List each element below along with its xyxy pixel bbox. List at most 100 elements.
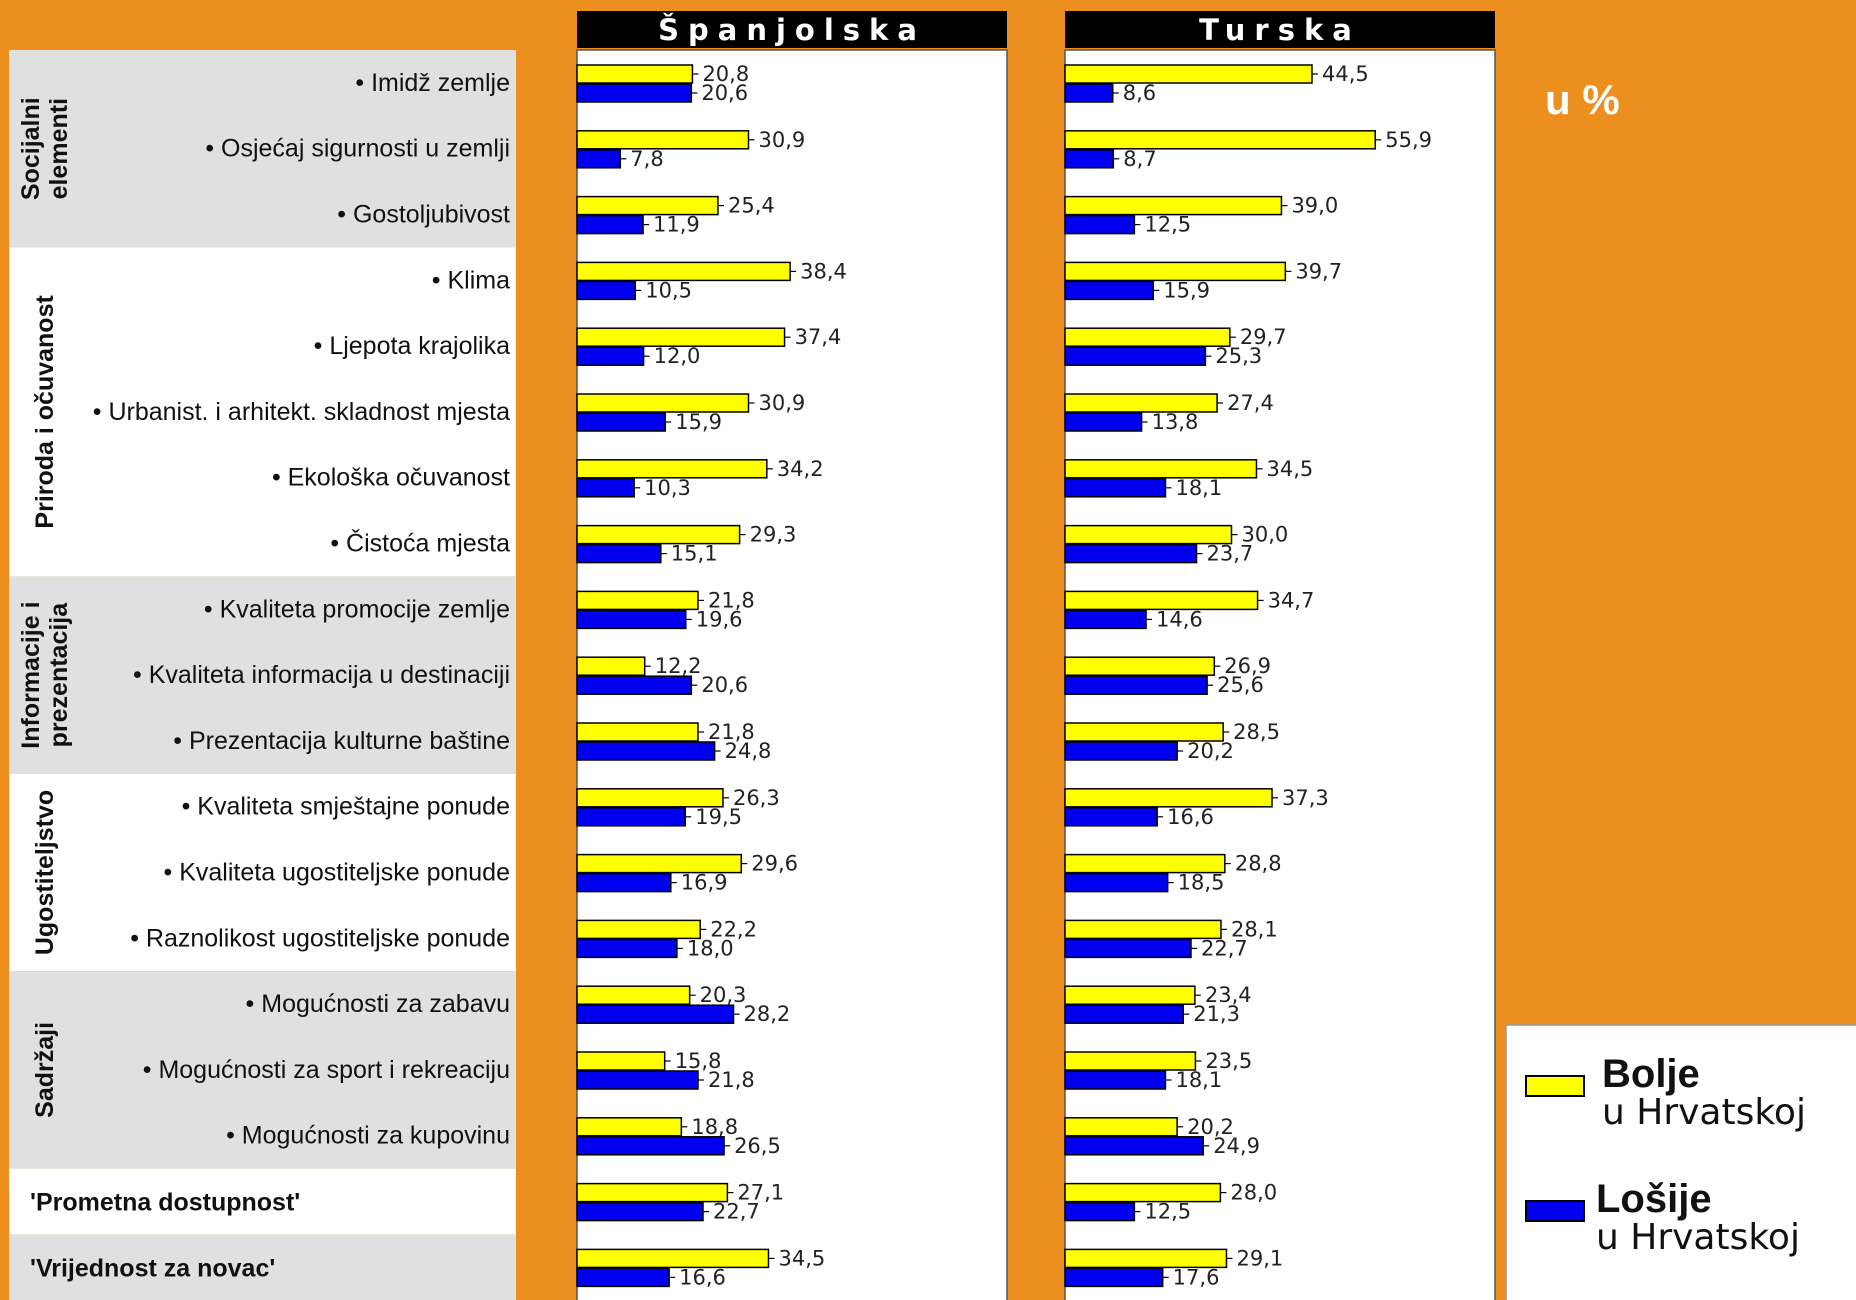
bar-bolje bbox=[576, 985, 691, 1005]
value-label: 29,3 bbox=[750, 523, 797, 547]
bar-bolje bbox=[1064, 459, 1258, 479]
category-label: • Mogućnosti za sport i rekreaciju bbox=[143, 1056, 510, 1084]
panel-title: Španjolska bbox=[658, 13, 926, 47]
panel-title-bar bbox=[1065, 11, 1495, 48]
bar-losije bbox=[1064, 83, 1114, 103]
bar-bolje bbox=[576, 656, 646, 676]
value-label: 37,4 bbox=[795, 325, 842, 349]
bar-losije bbox=[576, 543, 662, 564]
bar-losije bbox=[576, 1136, 725, 1156]
value-label: 19,5 bbox=[695, 805, 742, 829]
bar-losije bbox=[576, 807, 686, 827]
legend-label-strong: Lošije bbox=[1596, 1177, 1712, 1221]
bar-losije bbox=[1064, 214, 1136, 235]
bar-losije bbox=[576, 609, 687, 630]
value-label: 44,5 bbox=[1322, 62, 1369, 86]
bar-bolje bbox=[1064, 64, 1313, 84]
value-label: 37,3 bbox=[1282, 786, 1329, 810]
bar-losije bbox=[1064, 412, 1143, 432]
group-band bbox=[9, 247, 516, 577]
value-label: 38,4 bbox=[800, 259, 847, 283]
bar-bolje bbox=[1064, 1117, 1178, 1137]
bar-losije bbox=[576, 280, 637, 301]
legend-box bbox=[1505, 1024, 1856, 1300]
bar-bolje bbox=[1064, 656, 1216, 676]
value-label: 29,6 bbox=[751, 852, 798, 876]
standalone-label: 'Vrijednost za novac' bbox=[30, 1254, 275, 1282]
category-label: • Čistoća mjesta bbox=[330, 529, 510, 558]
bar-bolje bbox=[1064, 985, 1196, 1005]
bar-losije bbox=[1064, 478, 1167, 498]
bar-losije bbox=[1064, 1201, 1136, 1222]
bar-losije bbox=[576, 1004, 735, 1024]
standalone-label: 'Prometna dostupnost' bbox=[30, 1189, 300, 1217]
category-label: • Osjećaj sigurnosti u zemlji bbox=[205, 135, 510, 163]
value-label: 13,8 bbox=[1152, 410, 1199, 434]
bar-bolje bbox=[576, 64, 694, 84]
value-label: 22,2 bbox=[710, 917, 757, 941]
value-label: 21,8 bbox=[708, 720, 755, 744]
bar-losije bbox=[576, 1070, 699, 1090]
bar-losije bbox=[1064, 872, 1169, 893]
value-label: 34,5 bbox=[1266, 457, 1313, 481]
value-label: 12,2 bbox=[655, 654, 702, 678]
value-label: 20,6 bbox=[701, 81, 748, 105]
panel-plot-area bbox=[576, 49, 1008, 1300]
bar-losije bbox=[576, 149, 622, 169]
legend-swatch-bolje bbox=[1525, 1075, 1585, 1097]
value-label: 25,4 bbox=[728, 194, 775, 218]
category-label: • Kvaliteta promocije zemlje bbox=[204, 595, 510, 623]
bar-losije bbox=[1064, 1004, 1184, 1024]
category-label-panel: Socijalnielementi Priroda i očuvanost Info… bbox=[9, 50, 516, 1300]
value-label: 34,2 bbox=[777, 457, 824, 481]
bar-losije bbox=[1064, 280, 1154, 301]
value-label: 17,6 bbox=[1173, 1265, 1220, 1289]
bar-losije bbox=[576, 83, 693, 103]
value-label: 39,7 bbox=[1295, 259, 1342, 283]
category-label: • Mogućnosti za zabavu bbox=[246, 990, 510, 1018]
value-label: 28,2 bbox=[744, 1002, 791, 1026]
value-label: 8,7 bbox=[1123, 147, 1156, 171]
value-label: 16,6 bbox=[679, 1265, 726, 1289]
group-band bbox=[9, 50, 516, 248]
value-label: 30,0 bbox=[1242, 523, 1289, 547]
category-label: • Prezentacija kulturne baštine bbox=[173, 727, 510, 755]
standalone-band bbox=[9, 1168, 516, 1235]
value-label: 28,1 bbox=[1231, 917, 1278, 941]
bar-bolje bbox=[576, 1051, 666, 1071]
category-label: • Imidž zemlje bbox=[355, 69, 510, 97]
bar-losije bbox=[1064, 741, 1178, 761]
value-label: 22,7 bbox=[713, 1200, 760, 1224]
value-label: 21,3 bbox=[1193, 1002, 1240, 1026]
bar-bolje bbox=[576, 919, 701, 940]
value-label: 29,7 bbox=[1240, 325, 1287, 349]
value-label: 27,1 bbox=[737, 1181, 784, 1205]
value-label: 18,8 bbox=[691, 1115, 738, 1139]
bar-losije bbox=[1064, 1136, 1204, 1156]
bar-losije bbox=[576, 741, 716, 761]
value-label: 30,9 bbox=[758, 391, 805, 415]
group-label: Priroda i očuvanost bbox=[31, 295, 59, 529]
value-label: 15,9 bbox=[1163, 278, 1210, 302]
group-band bbox=[9, 971, 516, 1169]
value-label: 10,3 bbox=[644, 476, 691, 500]
category-label: • Kvaliteta ugostiteljske ponude bbox=[164, 859, 510, 887]
value-label: 21,8 bbox=[708, 588, 755, 612]
value-label: 28,8 bbox=[1235, 852, 1282, 876]
value-label: 26,9 bbox=[1224, 654, 1271, 678]
bar-losije bbox=[576, 478, 635, 498]
value-label: 14,6 bbox=[1156, 607, 1203, 631]
group-label: Informacije iprezentacija bbox=[17, 601, 73, 748]
bar-bolje bbox=[576, 1117, 683, 1137]
category-label: • Ekološka očuvanost bbox=[272, 464, 510, 492]
value-label: 23,5 bbox=[1205, 1049, 1252, 1073]
panel-spanjolska: Španjolska20,820,630,97,825,411,938,410,… bbox=[576, 11, 1008, 1300]
value-label: 16,9 bbox=[681, 871, 728, 895]
value-label: 20,2 bbox=[1187, 739, 1234, 763]
value-label: 25,3 bbox=[1215, 344, 1262, 368]
category-label: • Kvaliteta informacija u destinaciji bbox=[133, 661, 510, 689]
bar-losije bbox=[576, 938, 678, 959]
standalone-band bbox=[9, 1234, 516, 1300]
bar-bolje bbox=[576, 1248, 770, 1269]
